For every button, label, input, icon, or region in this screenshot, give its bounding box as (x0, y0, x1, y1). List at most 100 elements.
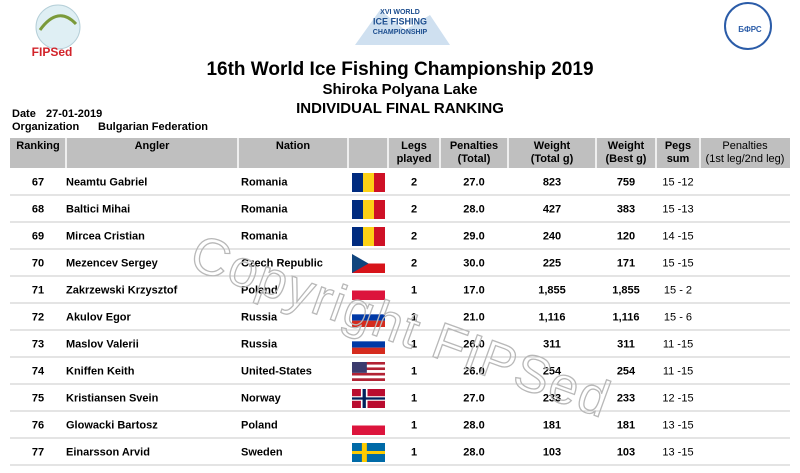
cell: 1 (411, 284, 417, 296)
cell: 311 (543, 338, 561, 350)
column-header: (Total) (458, 153, 491, 165)
cell: 13 -15 (662, 419, 693, 431)
cell: 427 (543, 203, 561, 215)
flag-part (352, 375, 385, 379)
flag-part (352, 370, 385, 373)
cell: 181 (617, 419, 635, 431)
cell: Romania (241, 230, 288, 242)
cell: 254 (617, 365, 636, 377)
cell: 1 (411, 419, 417, 431)
cell: Poland (241, 284, 278, 296)
cell: 15 -12 (662, 176, 693, 188)
cell: 77 (32, 446, 44, 458)
cell: 27.0 (463, 392, 484, 404)
title: 16th World Ice Fishing Championship 2019 (206, 59, 593, 80)
cell: 759 (617, 176, 635, 188)
flag-part (352, 254, 369, 273)
cell: 30.0 (463, 257, 484, 269)
cell: 13 -15 (662, 446, 693, 458)
cell: 69 (32, 230, 44, 242)
cell: 76 (32, 419, 44, 431)
flag-part (374, 173, 385, 192)
cell: 75 (32, 392, 44, 404)
cell: 74 (32, 365, 45, 377)
logo-text: БФРС (738, 25, 762, 34)
column-header: Weight (608, 140, 645, 152)
cell: Baltici Mihai (66, 203, 130, 215)
logo-text: FIPSed (32, 45, 73, 59)
flag-part (352, 308, 385, 315)
column-header: played (397, 153, 432, 165)
header-bg (10, 138, 790, 168)
org: Bulgarian Federation (98, 121, 208, 133)
cell: 2 (411, 176, 417, 188)
flag-part (352, 320, 385, 327)
flag-part (352, 378, 385, 381)
cell: Mezencev Sergey (66, 257, 159, 269)
column-header: Ranking (16, 140, 59, 152)
flag-part (374, 227, 385, 246)
flag-part (352, 416, 385, 426)
logo-left: FIPSed (32, 4, 81, 59)
cell: 15 -15 (662, 257, 693, 269)
flag-part (352, 425, 385, 435)
cell: 11 -15 (663, 365, 693, 377)
cell: 21.0 (463, 311, 484, 323)
column-header: Penalties (450, 140, 498, 152)
cell: 67 (32, 176, 44, 188)
cell: Kniffen Keith (66, 365, 135, 377)
heading: INDIVIDUAL FINAL RANKING (296, 100, 504, 117)
flag-part (352, 263, 385, 273)
cell: 1 (411, 338, 417, 350)
flag-part (352, 335, 385, 342)
column-header: Angler (135, 140, 171, 152)
flag-part (352, 254, 385, 264)
cell: United-States (241, 365, 312, 377)
cell: Glowacki Bartosz (66, 419, 158, 431)
cell: Zakrzewski Krzysztof (66, 284, 178, 296)
cell: 15 -13 (662, 203, 693, 215)
cell: 103 (543, 446, 561, 458)
cell: 73 (32, 338, 44, 350)
cell: 2 (411, 203, 417, 215)
cell: 2 (411, 257, 417, 269)
cell: 68 (32, 203, 44, 215)
cell: 70 (32, 257, 44, 269)
cell: 1,855 (538, 284, 566, 296)
cell: 72 (32, 311, 44, 323)
cell: Norway (241, 392, 282, 404)
cell: 1,116 (539, 311, 566, 323)
cell: 15 - 6 (664, 311, 692, 323)
column-header: Nation (276, 140, 311, 152)
column-header: (1st leg/2nd leg) (706, 153, 785, 165)
logo-text: ICE FISHING (373, 16, 427, 26)
column-header: Pegs (665, 140, 691, 152)
cell: Mircea Cristian (66, 230, 145, 242)
flag-part (352, 362, 385, 365)
column-header: Weight (534, 140, 571, 152)
cell: 26.0 (463, 338, 484, 350)
flag-part (352, 173, 363, 192)
cell: 71 (32, 284, 44, 296)
cell: 1 (411, 392, 417, 404)
cell: Neamtu Gabriel (66, 176, 147, 188)
cell: 181 (543, 419, 561, 431)
cell: 26.0 (463, 365, 484, 377)
flag-part (352, 372, 385, 376)
cell: 383 (617, 203, 635, 215)
flag-part (352, 364, 385, 368)
logo-center: XVI WORLD ICE FISHING CHAMPIONSHIP (355, 9, 450, 45)
flag-part (352, 281, 385, 291)
cell: 311 (617, 338, 635, 350)
org-label: Organization (12, 121, 80, 133)
column-header: Legs (401, 140, 427, 152)
cell: 28.0 (463, 446, 484, 458)
flag-part (363, 200, 374, 219)
cell: Maslov Valerii (66, 338, 139, 350)
logo-text: XVI WORLD (380, 9, 420, 16)
cell: Poland (241, 419, 278, 431)
column-header: Penalties (722, 140, 768, 152)
cell: 171 (617, 257, 635, 269)
cell: 1,116 (613, 311, 640, 323)
